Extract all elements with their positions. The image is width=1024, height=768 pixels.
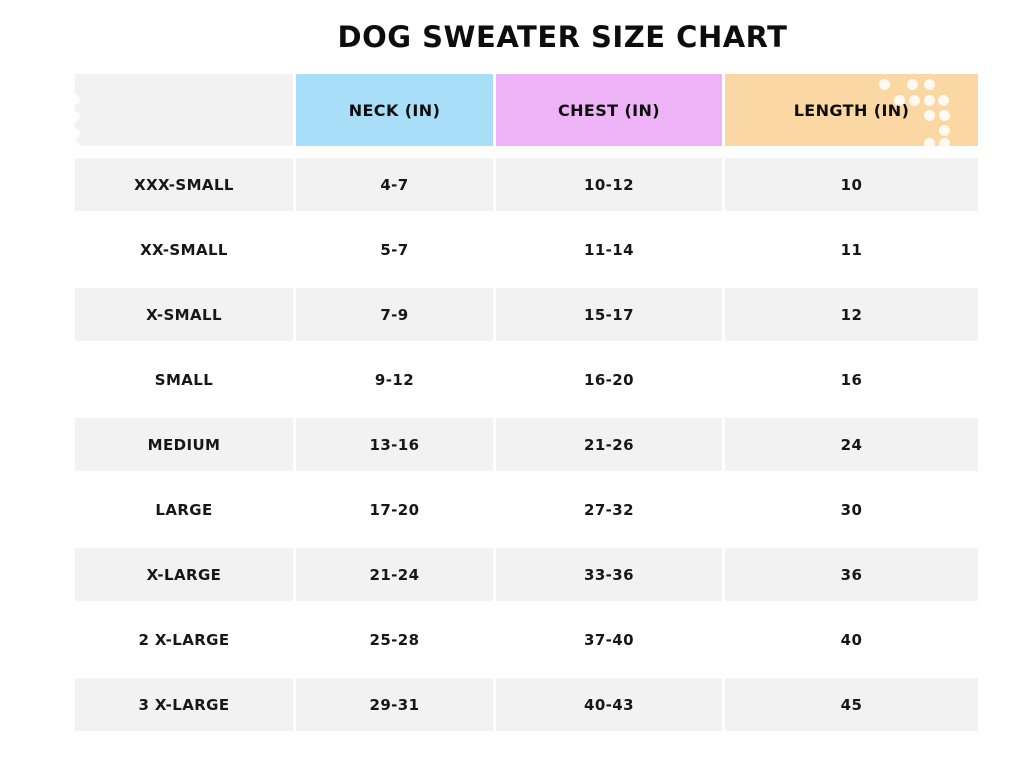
neck-cell: 9-12 [296, 353, 493, 406]
edge-dot-decoration [75, 94, 80, 105]
neck-cell: 25-28 [296, 613, 493, 666]
chest-cell: 33-36 [496, 548, 722, 601]
corner-dot-decoration [924, 79, 935, 90]
length-cell: 36 [725, 548, 978, 601]
header-cell-chest: CHEST (IN) [496, 74, 722, 146]
chest-cell: 37-40 [496, 613, 722, 666]
corner-dot-decoration [907, 79, 918, 90]
size-cell: MEDIUM [75, 418, 293, 471]
length-cell: 16 [725, 353, 978, 406]
edge-dot-decoration [75, 111, 80, 122]
chest-cell: 21-26 [496, 418, 722, 471]
header-neck-label: NECK (IN) [348, 100, 441, 120]
header-length-label: LENGTH (IN) [793, 100, 910, 120]
size-cell: X-LARGE [75, 548, 293, 601]
corner-dot-decoration [879, 79, 890, 90]
size-cell: LARGE [75, 483, 293, 536]
chest-cell: 27-32 [496, 483, 722, 536]
header-cell-neck: NECK (IN) [296, 74, 493, 146]
neck-cell: 4-7 [296, 158, 493, 211]
size-cell: 2 X-LARGE [75, 613, 293, 666]
chest-cell: 40-43 [496, 678, 722, 731]
header-cell-size [75, 74, 293, 146]
length-cell: 11 [725, 223, 978, 276]
chest-cell: 11-14 [496, 223, 722, 276]
corner-dot-decoration [939, 110, 950, 121]
neck-cell: 21-24 [296, 548, 493, 601]
length-cell: 10 [725, 158, 978, 211]
length-cell: 24 [725, 418, 978, 471]
length-cell: 45 [725, 678, 978, 731]
chest-cell: 15-17 [496, 288, 722, 341]
length-cell: 12 [725, 288, 978, 341]
corner-dot-decoration [924, 138, 935, 146]
corner-dot-decoration [924, 95, 935, 106]
neck-cell: 13-16 [296, 418, 493, 471]
edge-dot-decoration [75, 140, 80, 146]
corner-dot-decoration [924, 110, 935, 121]
length-cell: 40 [725, 613, 978, 666]
header-chest-label: CHEST (IN) [557, 100, 661, 120]
size-cell: X-SMALL [75, 288, 293, 341]
chest-cell: 10-12 [496, 158, 722, 211]
chest-cell: 16-20 [496, 353, 722, 406]
neck-cell: 29-31 [296, 678, 493, 731]
header-cell-length: LENGTH (IN) [725, 74, 978, 146]
page-title: DOG SWEATER SIZE CHART [337, 20, 788, 54]
size-chart-table: NECK (IN) CHEST (IN) LENGTH (IN) XXX-SMA… [75, 74, 978, 731]
length-cell: 30 [725, 483, 978, 536]
size-cell: 3 X-LARGE [75, 678, 293, 731]
corner-dot-decoration [939, 125, 950, 136]
size-cell: XX-SMALL [75, 223, 293, 276]
corner-dot-decoration [909, 95, 920, 106]
neck-cell: 7-9 [296, 288, 493, 341]
corner-dot-decoration [939, 138, 950, 146]
size-cell: XXX-SMALL [75, 158, 293, 211]
corner-dot-decoration [938, 95, 949, 106]
title-bar: DOG SWEATER SIZE CHART [75, 20, 978, 54]
size-cell: SMALL [75, 353, 293, 406]
neck-cell: 17-20 [296, 483, 493, 536]
neck-cell: 5-7 [296, 223, 493, 276]
corner-dot-decoration [894, 95, 905, 106]
edge-dot-decoration [75, 128, 80, 139]
